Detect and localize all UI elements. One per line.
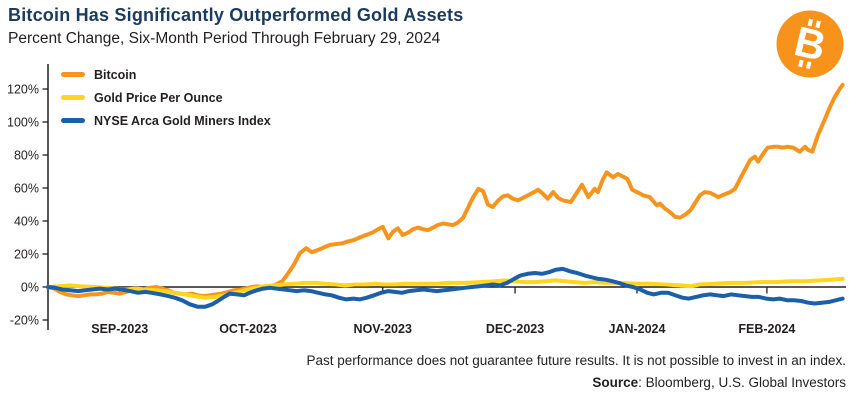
y-tick-label: 0% [21, 281, 39, 295]
x-axis: SEP-2023 OCT-2023 NOV-2023 DEC-2023 JAN-2024… [48, 286, 846, 336]
legend-label-gold-price: Gold Price Per Ounce [94, 90, 223, 105]
y-tick-label: 20% [14, 248, 39, 262]
bitcoin-icon-tick [815, 20, 821, 29]
x-tick-label: FEB-2024 [738, 322, 795, 336]
bitcoin-icon-tick [798, 59, 804, 68]
legend-swatch-gold-miners [61, 118, 85, 123]
disclaimer-text: Past performance does not guarantee futu… [306, 353, 846, 368]
y-tick-label: 60% [14, 182, 39, 196]
y-tick-label: 120% [7, 83, 39, 97]
series-line-nyse-arca-gold-miners-index [46, 266, 845, 309]
legend-swatch-bitcoin [61, 72, 85, 77]
x-tick-label: NOV-2023 [354, 322, 412, 336]
legend-label-gold-miners: NYSE Arca Gold Miners Index [94, 113, 271, 128]
legend-item-bitcoin: Bitcoin [61, 63, 271, 86]
x-tick-label: SEP-2023 [91, 322, 148, 336]
bitcoin-icon-tick [807, 18, 814, 27]
legend-label-bitcoin: Bitcoin [94, 67, 137, 82]
chart-footer: Past performance does not guarantee futu… [306, 350, 846, 394]
x-tick-label: OCT-2023 [219, 322, 277, 336]
page-title: Bitcoin Has Significantly Outperformed G… [8, 5, 464, 25]
bitcoin-icon-svg: B [776, 10, 844, 78]
y-tick-label: 80% [14, 149, 39, 163]
bitcoin-icon-circle [776, 10, 844, 78]
y-tick-label: 40% [14, 215, 39, 229]
legend-item-gold-miners: NYSE Arca Gold Miners Index [61, 109, 271, 132]
legend-swatch-gold-price [61, 95, 85, 100]
y-tick-label: 100% [7, 116, 39, 130]
source-detail: : Bloomberg, U.S. Global Investors [638, 375, 846, 390]
bitcoin-icon-tick [805, 61, 812, 70]
source-label: Source [592, 375, 639, 390]
x-tick-label: DEC-2023 [486, 322, 544, 336]
bitcoin-icon: B [775, 9, 845, 79]
source-text: Source: Bloomberg, U.S. Global Investors [306, 372, 846, 394]
legend-item-gold-price: Gold Price Per Ounce [61, 86, 271, 109]
y-tick-label: -20% [10, 314, 39, 328]
page-subtitle: Percent Change, Six-Month Period Through… [8, 30, 441, 47]
x-tick-label: JAN-2024 [608, 322, 665, 336]
y-axis: 120% 100% 80% 60% 40% 20% 0% -20% [7, 64, 49, 330]
series-line-gold-price-per-ounce [46, 276, 845, 300]
chart-legend: Bitcoin Gold Price Per Ounce NYSE Arca G… [61, 63, 271, 132]
